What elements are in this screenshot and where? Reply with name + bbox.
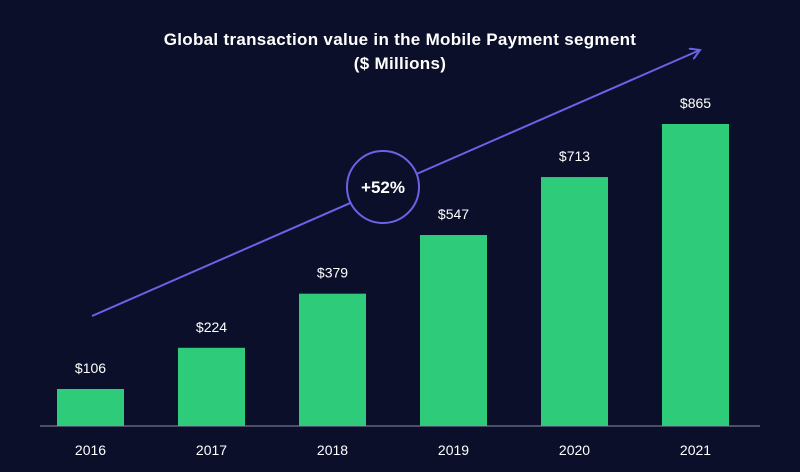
value-label-2017: $224 xyxy=(196,319,227,335)
value-label-2020: $713 xyxy=(559,148,590,164)
x-tick-label-2021: 2021 xyxy=(680,442,711,458)
chart-subtitle: ($ Millions) xyxy=(353,54,447,73)
growth-annotation: +52% xyxy=(361,178,405,197)
x-tick-label-2018: 2018 xyxy=(317,442,348,458)
value-label-2021: $865 xyxy=(680,95,711,111)
chart-title: Global transaction value in the Mobile P… xyxy=(163,30,637,49)
value-label-2018: $379 xyxy=(317,265,348,281)
growth-circle xyxy=(346,150,420,224)
bar-2017 xyxy=(178,347,245,426)
value-label-2016: $106 xyxy=(75,360,106,376)
x-tick-label-2017: 2017 xyxy=(196,442,227,458)
bar-2021 xyxy=(662,124,729,426)
growth-badge: +52% xyxy=(346,150,420,224)
x-tick-label-2019: 2019 xyxy=(438,442,469,458)
x-tick-label-2020: 2020 xyxy=(559,442,590,458)
value-label-2019: $547 xyxy=(438,206,469,222)
bars-group: $106 2016 $224 2017 $379 2018 $547 2019 $713 2020… xyxy=(57,95,729,458)
x-tick-label-2016: 2016 xyxy=(75,442,106,458)
bar-2016 xyxy=(57,388,124,426)
bar-2019 xyxy=(420,235,487,426)
bar-2020 xyxy=(541,177,608,426)
bar-2018 xyxy=(299,293,366,426)
